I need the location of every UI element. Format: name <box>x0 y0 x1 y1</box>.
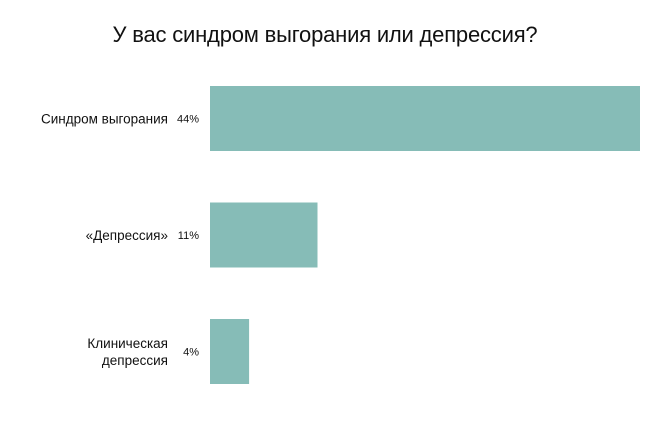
category-label-line: «Депрессия» <box>86 228 168 243</box>
category-label-line: депрессия <box>102 353 168 368</box>
category-label-3: Клиническая депрессия <box>87 336 168 368</box>
value-label-1: 44% <box>177 114 199 126</box>
bar-2 <box>210 202 318 268</box>
chart-title: У вас синдром выгорания или депрессия? <box>112 22 538 47</box>
value-label-3: 4% <box>183 347 199 359</box>
bar-1 <box>210 86 640 151</box>
bar-3 <box>210 319 250 384</box>
category-label-line: Клиническая <box>87 336 168 351</box>
category-label-line: Синдром выгорания <box>41 112 168 127</box>
category-label-1: Синдром выгорания <box>41 112 168 127</box>
value-label-2: 11% <box>178 230 199 242</box>
category-label-2: «Депрессия» <box>86 228 168 243</box>
